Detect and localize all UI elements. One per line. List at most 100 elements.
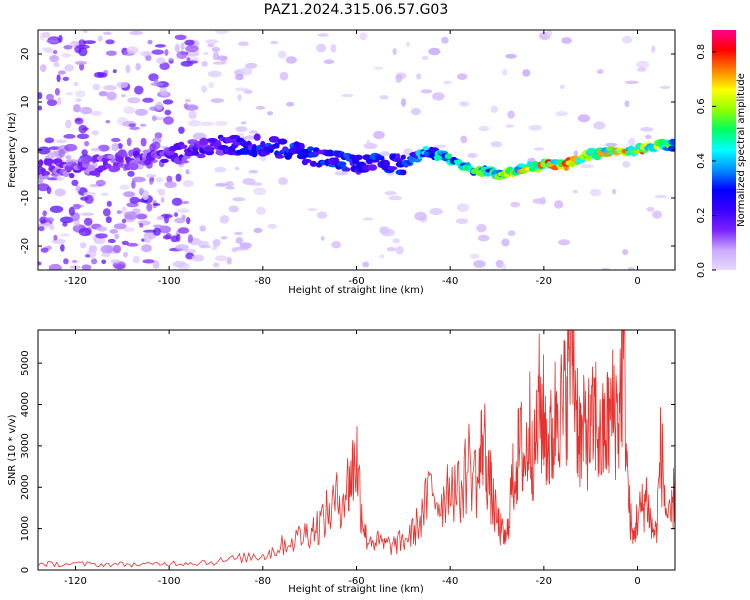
spectrogram-noise-cell [248, 170, 259, 174]
spectrogram-noise-cell [185, 169, 190, 175]
snr-x-label: Height of straight line (km) [288, 584, 424, 595]
spectrogram-noise-cell [627, 267, 635, 270]
spectrogram-noise-cell [573, 150, 579, 158]
spectrogram-noise-cell [255, 105, 266, 110]
spectrogram-noise-cell [153, 78, 159, 84]
spectrogram-noise-cell [123, 227, 135, 233]
spectrogram-noise-cell [98, 144, 110, 152]
spectrogram-noise-cell [38, 178, 43, 185]
snr-series-line [38, 330, 675, 568]
spectrogram-noise-cell [134, 108, 148, 116]
spectrogram-noise-cell [392, 48, 397, 55]
spectrogram-ridge-cell [268, 136, 280, 143]
spectrogram-noise-cell [270, 40, 278, 45]
spectrogram-ridge-cell [128, 162, 139, 171]
spectrogram-noise-cell [59, 233, 71, 237]
spectrogram-noise-cell [38, 226, 45, 232]
spectrogram-ridge-cell [392, 157, 404, 163]
spectrogram-noise-cell [46, 39, 59, 44]
spectrogram-noise-cell [93, 71, 105, 78]
spectrogram-noise-cell [79, 63, 85, 71]
spectrogram-noise-cell [577, 114, 591, 123]
x-tick-label: -120 [64, 576, 87, 587]
spectrogram-noise-cell [572, 189, 578, 194]
spectrogram-ridge-cell [400, 154, 406, 160]
spectrogram-noise-cell [158, 190, 166, 197]
spectrogram-noise-cell [38, 261, 42, 266]
x-tick-label: -80 [255, 576, 271, 587]
spectrogram-ridge-cell [68, 173, 75, 179]
spectrogram-noise-cell [174, 34, 187, 40]
spectrogram-noise-cell [208, 82, 214, 89]
spectrogram-noise-cell [65, 92, 73, 96]
spectrogram-noise-cell [240, 67, 253, 76]
spectrogram-noise-cell [242, 178, 256, 185]
spectrogram-noise-cell [153, 227, 161, 236]
spectrogram-noise-cell [143, 229, 157, 233]
spectrogram-noise-cell [214, 255, 228, 262]
spectrogram-noise-cell [124, 211, 137, 220]
spectrogram-noise-cell [84, 254, 91, 258]
spectrogram-noise-cell [113, 244, 122, 254]
spectrogram-noise-cell [63, 45, 73, 50]
spectrogram-noise-cell [38, 183, 50, 192]
spectrogram-noise-cell [39, 216, 48, 224]
spectrogram-ridge-cell [353, 154, 363, 161]
spectrogram-ridge-cell [657, 138, 667, 146]
spectrogram-noise-cell [151, 141, 161, 150]
spectrogram-noise-cell [235, 73, 244, 81]
spectrogram-noise-cell [134, 85, 144, 95]
spectrogram-noise-cell [75, 185, 81, 192]
spectrogram-noise-cell [186, 217, 191, 225]
spectrogram-noise-cell [316, 211, 328, 219]
spectrogram-noise-cell [84, 140, 90, 147]
spectrogram-noise-cell [142, 259, 155, 264]
spectrogram-x-ticks: -120 -100 -80 -60 -40 -20 0 [64, 30, 641, 287]
spectrogram-noise-cell [456, 218, 469, 225]
spectrogram-noise-cell [149, 176, 154, 185]
spectrogram-noise-cell [166, 175, 173, 183]
spectrogram-noise-cell [62, 76, 69, 81]
spectrogram-noise-cell [420, 89, 433, 94]
spectrogram-noise-cell [248, 130, 258, 134]
spectrogram-noise-cell [42, 210, 47, 217]
spectrogram-ridge-cell [191, 150, 200, 156]
spectrogram-noise-cell [392, 238, 400, 244]
y-tick-label: -20 [20, 238, 31, 254]
spectrogram-noise-cell [162, 99, 174, 105]
spectrogram-ridge-cell [307, 146, 314, 152]
spectrogram-noise-cell [75, 44, 90, 50]
spectrogram-noise-cell [651, 45, 656, 54]
spectrogram-noise-cell [98, 91, 108, 97]
colorbar-tick-label: 0.0 [696, 262, 707, 278]
spectrogram-noise-cell [105, 39, 115, 45]
spectrogram-ridge-cell [46, 160, 52, 167]
spectrogram-ridge-cell [253, 133, 261, 141]
spectrogram-noise-cell [199, 225, 207, 232]
spectrogram-noise-cell [199, 245, 212, 249]
spectrogram-noise-cell [406, 41, 410, 47]
spectrogram-noise-cell [75, 98, 82, 102]
spectrogram-noise-cell [220, 236, 228, 240]
spectrogram-ridge-cell [528, 166, 537, 172]
spectrogram-noise-cell [331, 241, 342, 249]
spectrogram-noise-cell [111, 143, 119, 151]
colorbar-tick-label: 0.2 [696, 208, 707, 224]
spectrogram-noise-cell [76, 133, 90, 140]
spectrogram-noise-cell [114, 264, 126, 270]
spectrogram-noise-cell [362, 217, 374, 221]
spectrogram-noise-cell [645, 134, 652, 139]
y-tick-label: 2000 [20, 475, 31, 500]
spectrogram-noise-cell [501, 238, 510, 247]
spectrogram-ridge-cell [667, 145, 675, 152]
spectrogram-noise-cell [459, 101, 470, 107]
spectrogram-y-ticks: -20 -10 0 10 20 [20, 48, 675, 254]
spectrogram-noise-cell [184, 39, 195, 46]
spectrogram-noise-cell [279, 71, 289, 81]
spectrogram-noise-cell [117, 143, 123, 149]
spectrogram-ridge-cell [274, 142, 280, 149]
spectrogram-noise-cell [185, 98, 191, 103]
spectrogram-ridge-cell [668, 138, 675, 146]
spectrogram-noise-cell [80, 212, 95, 216]
